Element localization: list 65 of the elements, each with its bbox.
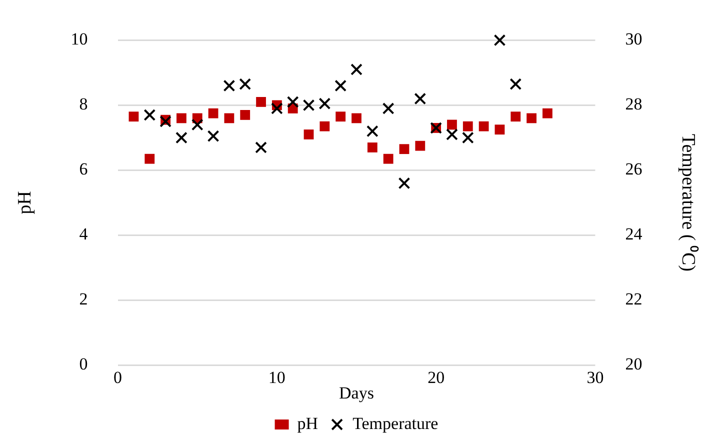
y-tick-label: 6 bbox=[79, 160, 88, 179]
x-tick-label: 30 bbox=[586, 368, 604, 387]
point bbox=[320, 121, 330, 132]
point bbox=[526, 113, 536, 124]
point bbox=[367, 142, 378, 152]
point bbox=[366, 125, 378, 138]
point bbox=[462, 132, 474, 144]
point bbox=[383, 154, 394, 164]
legend-label: pH bbox=[297, 414, 318, 433]
y-tick-label: 10 bbox=[70, 30, 88, 49]
point bbox=[382, 102, 394, 114]
y2-axis-title: Temperature ( ⁰C) bbox=[678, 134, 700, 272]
point bbox=[176, 113, 186, 124]
point bbox=[415, 140, 426, 151]
point bbox=[462, 121, 473, 132]
point bbox=[446, 128, 458, 140]
x-tick-label: 10 bbox=[268, 368, 286, 387]
point bbox=[286, 96, 299, 108]
y2-tick-label: 20 bbox=[625, 354, 642, 374]
point bbox=[334, 80, 347, 92]
y2-tick-label: 22 bbox=[625, 290, 642, 309]
point bbox=[447, 120, 457, 130]
x-axis-title: Days bbox=[339, 383, 374, 402]
point bbox=[398, 177, 410, 190]
point bbox=[239, 78, 252, 90]
point bbox=[542, 108, 552, 118]
y2-tick-label: 26 bbox=[625, 160, 642, 179]
point bbox=[176, 132, 188, 144]
y-tick-label: 2 bbox=[79, 290, 88, 309]
point bbox=[399, 144, 410, 154]
point bbox=[240, 110, 250, 120]
x-tick-label: 0 bbox=[114, 368, 122, 387]
point bbox=[223, 80, 236, 92]
y2-tick-label: 28 bbox=[625, 94, 642, 114]
point bbox=[510, 112, 521, 122]
point bbox=[336, 112, 346, 122]
point bbox=[207, 130, 220, 142]
y2-tick-label: 24 bbox=[625, 224, 643, 244]
point bbox=[352, 113, 362, 124]
point bbox=[144, 154, 155, 164]
point bbox=[255, 142, 267, 154]
point bbox=[191, 118, 204, 131]
x-tick-label: 20 bbox=[428, 368, 445, 387]
point bbox=[350, 64, 362, 76]
point bbox=[494, 34, 506, 46]
legend-label: Temperature bbox=[352, 414, 438, 433]
point bbox=[256, 97, 266, 107]
point bbox=[494, 124, 505, 135]
y-tick-label: 4 bbox=[79, 224, 88, 244]
point bbox=[304, 130, 314, 140]
y-axis-title: pH bbox=[14, 190, 36, 214]
point bbox=[144, 109, 156, 121]
y2-tick-label: 30 bbox=[625, 30, 642, 49]
y-tick-label: 0 bbox=[79, 354, 88, 374]
point bbox=[318, 98, 331, 110]
point bbox=[270, 102, 283, 114]
point bbox=[160, 116, 172, 128]
point bbox=[302, 99, 315, 112]
point bbox=[478, 121, 489, 132]
y-tick-label: 8 bbox=[79, 94, 88, 114]
point bbox=[208, 108, 218, 118]
point bbox=[414, 92, 426, 105]
point bbox=[128, 112, 139, 122]
point bbox=[510, 78, 522, 90]
point bbox=[224, 113, 234, 124]
